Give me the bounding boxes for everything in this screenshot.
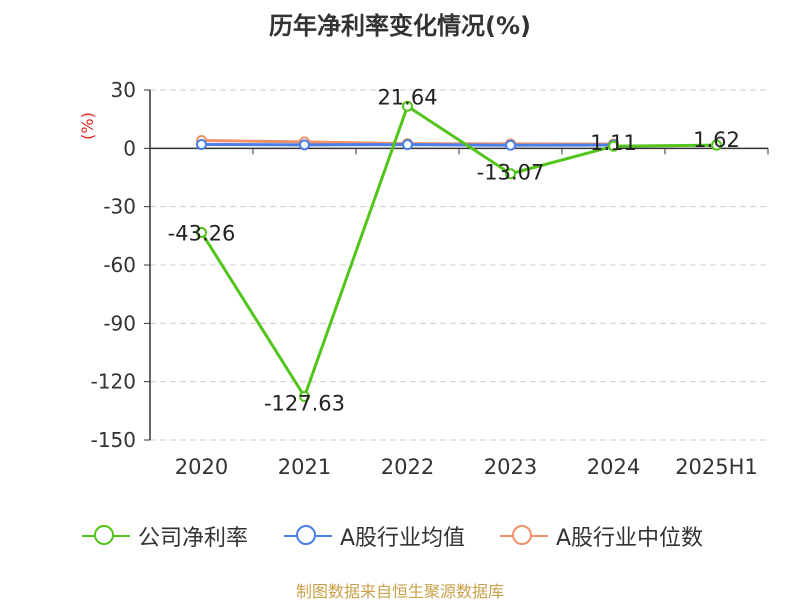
legend-marker-industry-median [500, 521, 548, 551]
y-tick-label: -60 [103, 253, 136, 277]
data-point [299, 139, 310, 151]
y-axis-label: (%) [78, 112, 97, 140]
x-tick-label: 2023 [484, 455, 537, 479]
x-tick-label: 2025H1 [675, 455, 758, 479]
series-line [200, 104, 717, 399]
x-tick-label: 2020 [175, 455, 228, 479]
data-point [505, 139, 516, 151]
y-tick-label: -150 [91, 428, 136, 452]
data-label: -43.26 [168, 221, 236, 245]
data-point [711, 139, 722, 151]
legend-label-industry-median: A股行业中位数 [556, 526, 704, 551]
data-label: 1.11 [590, 131, 637, 155]
legend: 公司净利率 A股行业均值 A股行业中位数 [0, 520, 800, 552]
y-tick-label: -90 [103, 311, 136, 335]
x-tick-label: 2022 [381, 455, 434, 479]
legend-marker-company [82, 521, 130, 551]
legend-label-company: 公司净利率 [138, 526, 249, 551]
x-tick-label: 2024 [587, 455, 640, 479]
legend-item-industry-avg[interactable]: A股行业均值 [284, 520, 465, 552]
data-point [402, 100, 413, 112]
legend-item-industry-median[interactable]: A股行业中位数 [500, 520, 703, 552]
data-point [196, 226, 207, 238]
y-tick-label: 30 [111, 78, 136, 102]
legend-label-industry-avg: A股行业均值 [340, 526, 466, 551]
data-source-note: 制图数据来自恒生聚源数据库 [295, 582, 504, 601]
data-point [402, 139, 413, 151]
legend-item-company[interactable]: 公司净利率 [82, 520, 248, 552]
data-label: -127.63 [264, 392, 345, 416]
y-tick-label: 0 [123, 136, 136, 160]
data-point [608, 140, 619, 152]
legend-marker-industry-avg [284, 521, 332, 551]
data-point [299, 391, 310, 403]
data-point [196, 138, 207, 150]
y-tick-label: -120 [91, 370, 136, 394]
x-tick-label: 2021 [278, 455, 331, 479]
chart-title: 历年净利率变化情况(%) [269, 12, 531, 40]
data-point [505, 168, 516, 180]
data-label: 21.64 [377, 85, 437, 109]
data-label: -13.07 [477, 161, 545, 185]
y-tick-label: -30 [103, 195, 136, 219]
data-label: 1.62 [693, 128, 740, 152]
